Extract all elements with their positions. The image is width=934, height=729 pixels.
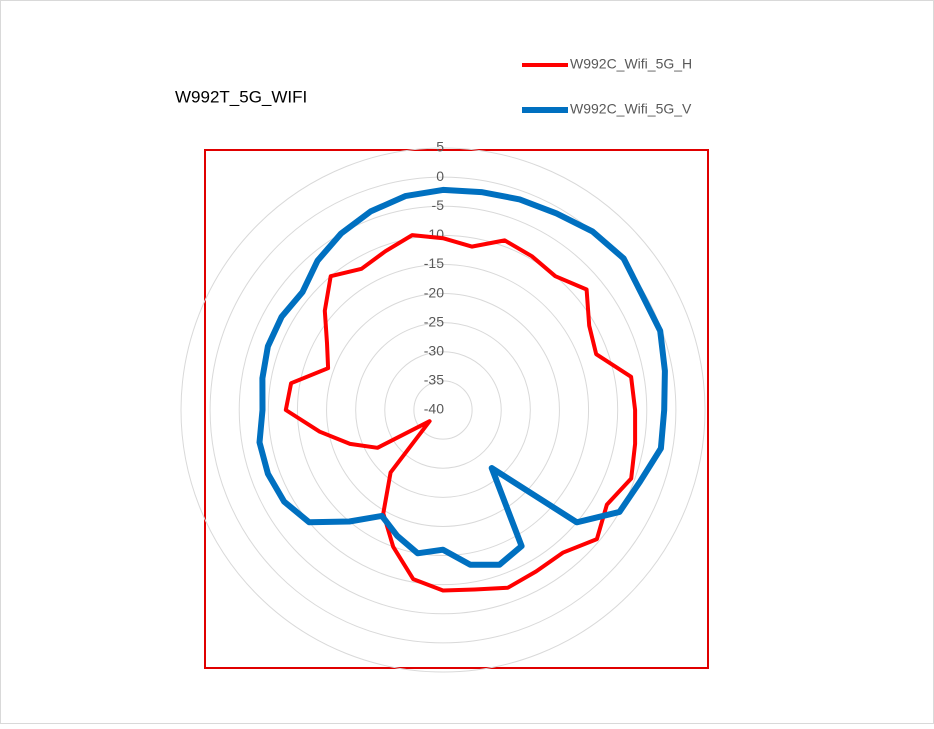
legend-label: W992C_Wifi_5G_H <box>570 56 692 72</box>
grid-circle <box>180 147 706 673</box>
r-tick-label: -40 <box>424 401 444 417</box>
grid-circle <box>296 263 590 557</box>
grid-circle <box>413 380 473 440</box>
chart-title: W992T_5G_WIFI <box>175 87 307 106</box>
r-tick-label: 5 <box>436 139 444 155</box>
r-tick-label: -25 <box>424 313 444 329</box>
r-tick-label: -30 <box>424 342 444 358</box>
r-tick-label: -20 <box>424 284 444 300</box>
series-line <box>256 186 668 568</box>
grid-circle <box>355 322 531 498</box>
r-tick-label: 0 <box>436 168 444 184</box>
plot-frame <box>204 149 709 669</box>
legend-label: W992C_Wifi_5G_V <box>570 101 692 117</box>
grid-circle <box>267 234 619 586</box>
r-tick-label: -35 <box>424 372 444 388</box>
series-line <box>283 233 638 593</box>
grid-circle <box>384 351 502 469</box>
r-tick-label: -15 <box>424 255 444 271</box>
grid-circle <box>326 293 560 527</box>
grid-circle <box>238 205 648 615</box>
r-tick-label: -5 <box>432 197 445 213</box>
grid-circle <box>209 176 677 644</box>
